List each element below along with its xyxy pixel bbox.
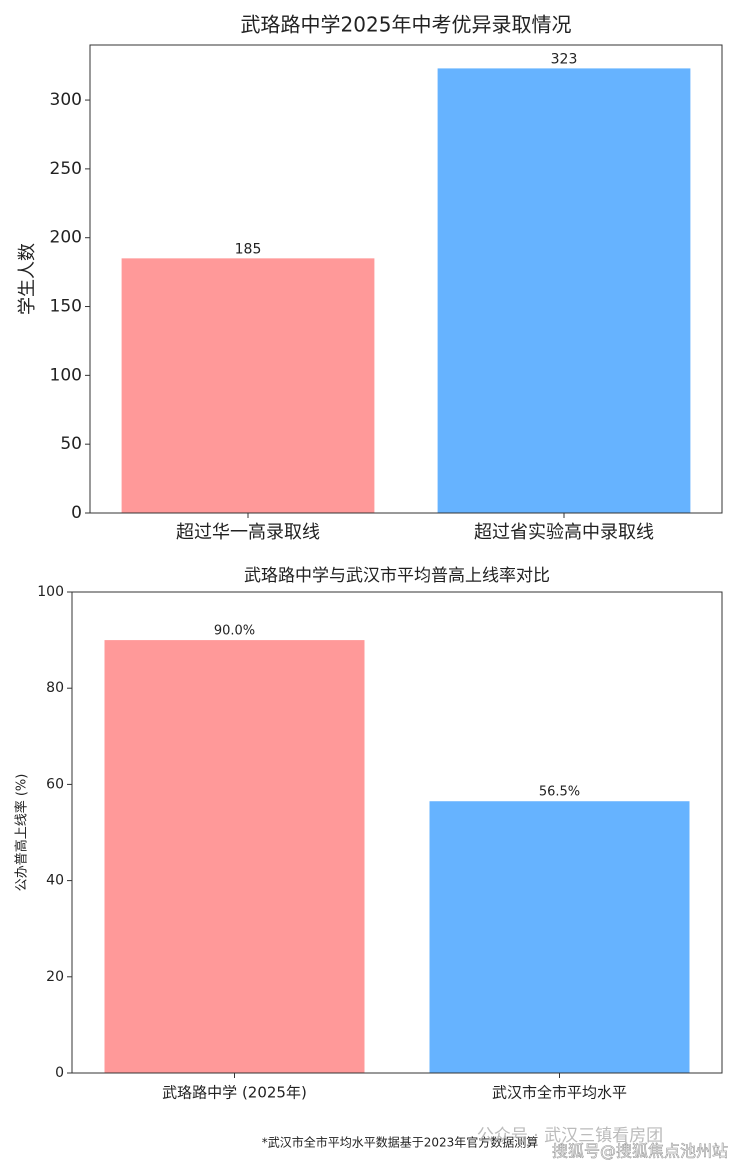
- y-tick-label: 80: [46, 680, 64, 696]
- y-tick-label: 300: [50, 90, 82, 110]
- value-label: 56.5%: [539, 785, 580, 800]
- chart-title: 武珞路中学与武汉市平均普高上线率对比: [244, 566, 550, 586]
- x-tick-label: 武汉市全市平均水平: [492, 1084, 627, 1102]
- bar: [429, 801, 690, 1073]
- chart-title: 武珞路中学2025年中考优异录取情况: [241, 13, 572, 37]
- bar: [437, 68, 691, 514]
- y-tick-label: 150: [50, 297, 82, 317]
- y-axis-label: 公办普高上线率 (%): [14, 774, 30, 892]
- bar: [104, 640, 365, 1073]
- y-tick-label: 100: [50, 365, 82, 385]
- y-tick-label: 20: [46, 969, 64, 985]
- y-tick-label: 250: [50, 159, 82, 179]
- plot-frame: [89, 44, 723, 514]
- x-tick-label: 武珞路中学 (2025年): [162, 1084, 307, 1102]
- bar: [121, 258, 375, 513]
- y-tick-label: 0: [55, 1065, 64, 1081]
- plot-frame: [71, 591, 723, 1074]
- value-label: 323: [551, 51, 578, 67]
- footnote: *武汉市全市平均水平数据基于2023年官方数据测算: [262, 1135, 539, 1150]
- y-tick-label: 100: [37, 584, 64, 600]
- y-tick-label: 0: [71, 503, 82, 523]
- watermark: 公众号 · 武汉三镇看房团: [477, 1126, 663, 1146]
- y-tick-label: 40: [46, 873, 64, 889]
- value-label: 185: [235, 241, 262, 257]
- value-label: 90.0%: [214, 624, 255, 639]
- x-tick-label: 超过华一高录取线: [176, 522, 320, 543]
- watermark: 搜狐号@搜狐焦点池州站: [552, 1142, 728, 1161]
- y-tick-label: 60: [46, 776, 64, 792]
- x-tick-label: 超过省实验高中录取线: [474, 522, 654, 543]
- y-axis-label: 学生人数: [17, 243, 38, 315]
- y-tick-label: 200: [50, 228, 82, 248]
- y-tick-label: 50: [60, 434, 82, 454]
